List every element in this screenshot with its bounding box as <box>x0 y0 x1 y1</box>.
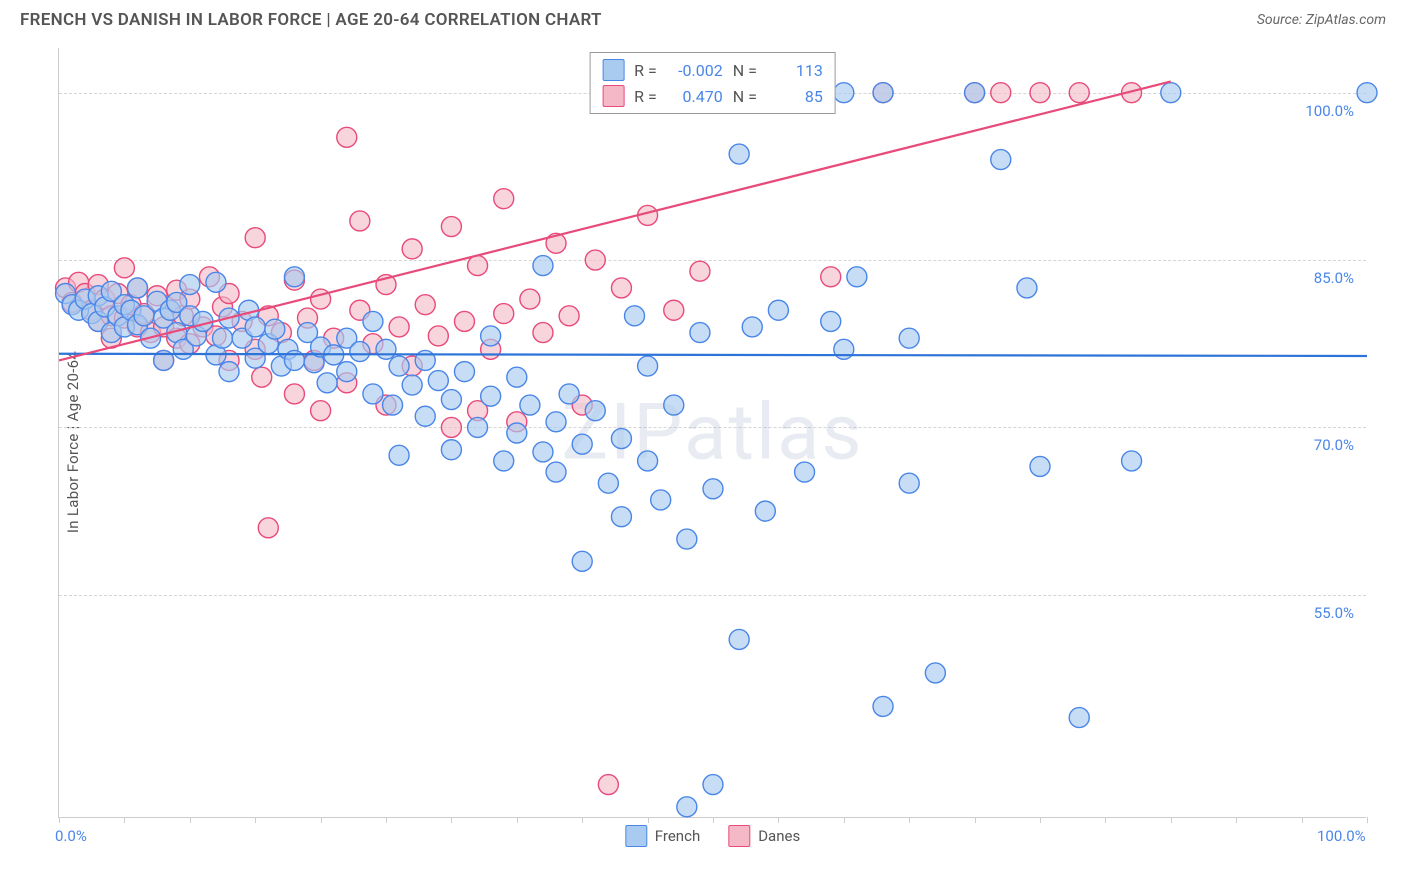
scatter-plot-svg <box>59 48 1366 817</box>
source-attribution: Source: ZipAtlas.com <box>1257 12 1386 28</box>
legend-label-danes: Danes <box>758 827 800 845</box>
legend-label-french: French <box>655 827 700 845</box>
chart-title: FRENCH VS DANISH IN LABOR FORCE | AGE 20… <box>20 10 602 30</box>
n-label: N = <box>733 87 757 106</box>
r-label: R = <box>634 87 657 106</box>
chart-header: FRENCH VS DANISH IN LABOR FORCE | AGE 20… <box>0 0 1406 38</box>
r-value-french: -0.002 <box>667 61 723 80</box>
n-value-french: 113 <box>767 61 823 80</box>
n-label: N = <box>733 61 757 80</box>
r-label: R = <box>634 61 657 80</box>
stats-row-french: R = -0.002 N = 113 <box>602 59 823 81</box>
legend-swatch-danes <box>728 825 750 847</box>
legend-item-danes: Danes <box>728 825 800 847</box>
legend-swatch-french <box>625 825 647 847</box>
stats-row-danes: R = 0.470 N = 85 <box>602 85 823 107</box>
legend-item-french: French <box>625 825 700 847</box>
legend-bottom: French Danes <box>625 825 800 847</box>
x-axis-max-label: 100.0% <box>1317 827 1366 845</box>
swatch-french <box>602 59 624 81</box>
x-axis-min-label: 0.0% <box>55 827 87 845</box>
correlation-stats-box: R = -0.002 N = 113 R = 0.470 N = 85 <box>589 52 836 114</box>
chart-plot-area: In Labor Force | Age 20-64 100.0%85.0%70… <box>58 48 1366 818</box>
swatch-danes <box>602 85 624 107</box>
n-value-danes: 85 <box>767 87 823 106</box>
r-value-danes: 0.470 <box>667 87 723 106</box>
